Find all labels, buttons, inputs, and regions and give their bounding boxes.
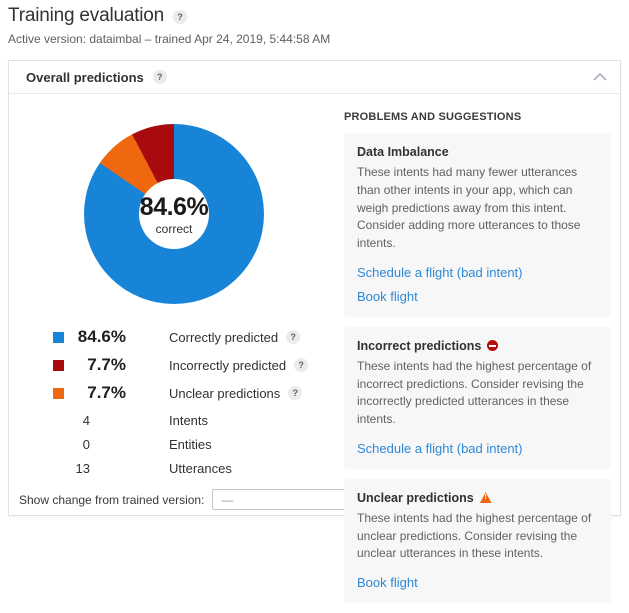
stat-value: 0 (82, 436, 90, 452)
stats-list: 4 Intents 0 Entities 13 Utterances (9, 408, 329, 480)
card-title: Unclear predictions (357, 490, 474, 505)
chart-footer: Show change from trained version: — (19, 489, 369, 510)
stat-value: 4 (82, 412, 90, 428)
legend-item: 84.6% Correctly predicted? (53, 323, 338, 351)
suggestions-column: PROBLEMS AND SUGGESTIONS Data Imbalance T… (344, 111, 611, 613)
card-body-text: These intents had the highest percentage… (357, 510, 592, 561)
legend-swatch (53, 331, 64, 343)
legend-percent: 7.7% (87, 355, 126, 374)
version-select-label: Show change from trained version: (19, 492, 205, 507)
active-version-text: Active version: dataimbal – trained Apr … (8, 32, 331, 46)
suggestion-card: Unclear predictions These intents had the… (344, 478, 611, 603)
intent-link[interactable]: Schedule a flight (bad intent) (357, 264, 523, 280)
donut-center-label: correct (155, 221, 193, 236)
stat-label: Intents (169, 412, 209, 428)
intent-link[interactable]: Book flight (357, 575, 418, 590)
card-title: Data Imbalance (357, 145, 449, 159)
donut-center: 84.6% correct (139, 179, 209, 249)
legend-swatch (53, 359, 64, 371)
card-body-text: These intents had many fewer utterances … (357, 165, 581, 250)
warning-triangle-icon (479, 492, 492, 504)
stat-value: 13 (75, 460, 90, 476)
help-icon[interactable]: ? (288, 386, 303, 400)
legend-item: 7.7% Unclear predictions? (53, 379, 338, 407)
legend: 84.6% Correctly predicted? 7.7% Incorrectly… (53, 323, 338, 407)
version-select-value: — (221, 492, 234, 507)
page-header: Training evaluation ? Active version: da… (8, 5, 330, 46)
stat-label: Utterances (169, 460, 232, 476)
suggestion-card: Incorrect predictions These intents had t… (344, 326, 611, 469)
help-icon[interactable]: ? (286, 330, 301, 344)
suggestion-card: Data Imbalance These intents had many few… (344, 133, 611, 317)
help-icon[interactable]: ? (152, 70, 167, 84)
help-icon[interactable]: ? (173, 10, 188, 24)
card-title: Incorrect predictions (357, 338, 482, 353)
stat-row: 0 Entities (9, 432, 329, 456)
suggestions-cards: Data Imbalance These intents had many few… (344, 133, 611, 603)
panel-title: Overall predictions (26, 69, 144, 85)
panel-header: Overall predictions ? (9, 61, 620, 94)
stat-label: Entities (169, 436, 212, 452)
legend-label: Incorrectly predicted (169, 357, 287, 373)
help-icon[interactable]: ? (294, 358, 309, 372)
suggestions-heading: PROBLEMS AND SUGGESTIONS (344, 111, 522, 123)
page-title: Training evaluation (8, 5, 165, 26)
legend-percent: 7.7% (87, 383, 126, 402)
intent-link[interactable]: Book flight (357, 288, 418, 304)
donut-center-value: 84.6% (139, 192, 209, 221)
legend-label: Correctly predicted (169, 329, 279, 345)
stat-row: 4 Intents (9, 408, 329, 432)
intent-link[interactable]: Schedule a flight (bad intent) (357, 440, 523, 456)
card-body-text: These intents had the highest percentage… (357, 358, 592, 426)
stat-row: 13 Utterances (9, 456, 329, 480)
legend-label: Unclear predictions (169, 385, 281, 401)
donut-chart: 84.6% correct (84, 124, 264, 304)
legend-item: 7.7% Incorrectly predicted? (53, 351, 338, 379)
blocked-circle-icon (487, 340, 499, 352)
legend-swatch (53, 387, 64, 399)
chevron-up-icon[interactable] (592, 70, 608, 84)
overall-predictions-panel: Overall predictions ? 84.6% correct 84.6… (8, 60, 621, 603)
legend-percent: 84.6% (77, 327, 126, 346)
